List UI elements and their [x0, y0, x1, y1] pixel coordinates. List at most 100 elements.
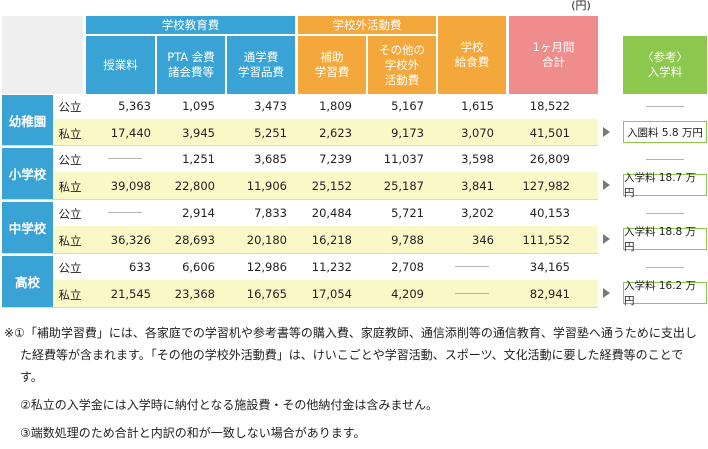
cell-lunch: 3,070	[461, 126, 494, 140]
cell-commute: 11,906	[246, 179, 287, 193]
row-separator	[2, 253, 598, 254]
cell-tuition: 39,098	[110, 179, 151, 193]
type-label: 私立	[58, 288, 82, 302]
row-band	[2, 172, 598, 199]
school-label-high-school: 高校	[2, 256, 53, 307]
cell-other-outside: 2,708	[391, 260, 424, 274]
type-label: 公立	[58, 261, 82, 275]
cell-pta: 2,914	[182, 206, 215, 220]
row-band	[2, 119, 598, 145]
type-label: 私立	[58, 180, 82, 194]
school-label-kindergarten: 幼稚園	[2, 95, 53, 145]
cell-commute: 16,765	[246, 287, 287, 301]
unit-label: (円)	[571, 0, 591, 12]
cell-supplementary: 25,152	[311, 179, 352, 193]
type-label: 私立	[58, 127, 82, 141]
arrow-right-icon	[603, 234, 610, 244]
cell-other-outside: 25,187	[383, 179, 424, 193]
cell-pta: 23,368	[174, 287, 215, 301]
cell-other-outside: 9,788	[391, 233, 424, 247]
school-label-junior-high: 中学校	[2, 202, 53, 253]
cell-supplementary: 16,218	[311, 233, 352, 247]
cell-tuition: 5,363	[118, 99, 151, 113]
footnote-1: ※①「補助学習費」には、各家庭での学習机や参考書等の購入費、家庭教師、通信添削等…	[4, 326, 697, 384]
cell-lunch: 346	[472, 233, 494, 247]
cell-supplementary: 20,484	[311, 206, 352, 220]
cell-commute: 3,685	[254, 152, 287, 166]
header-group-school-education: 学校教育費	[86, 16, 295, 34]
cell-monthly-total: 82,941	[529, 287, 570, 301]
cell-lunch: 3,841	[461, 179, 494, 193]
cell-lunch: 3,202	[461, 206, 494, 220]
cell-supplementary: 1,809	[319, 99, 352, 113]
cell-other-outside: 5,167	[391, 99, 424, 113]
cell-monthly-total: 127,982	[522, 179, 570, 193]
admission-empty-dash	[646, 267, 684, 268]
cell-tuition: 17,440	[110, 126, 151, 140]
row-band	[2, 280, 598, 307]
admission-value: 入園料 5.8 万円	[623, 121, 707, 143]
footnotes: ※①「補助学習費」には、各家庭での学習机や参考書等の購入費、家庭教師、通信添削等…	[2, 322, 706, 444]
cell-monthly-total: 26,809	[529, 152, 570, 166]
cell-tuition: 633	[129, 260, 151, 274]
header-group-outside-activities: 学校外活動費	[298, 16, 436, 34]
type-label: 公立	[58, 100, 82, 114]
row-separator	[2, 145, 598, 146]
header-other-outside-activities: その他の 学校外 活動費	[368, 36, 436, 94]
header-supplementary-learning: 補助 学習費	[298, 36, 366, 94]
row-separator	[2, 199, 598, 200]
cell-supplementary: 2,623	[319, 126, 352, 140]
cell-lunch: 1,615	[461, 99, 494, 113]
cell-lunch: 3,598	[461, 152, 494, 166]
header-tuition: 授業料	[86, 36, 155, 94]
header-admission-fee: 〈参考〉 入学料	[623, 36, 707, 94]
header-commute-supplies: 通学費 学習品費	[227, 36, 295, 94]
header-school-lunch: 学校 給食費	[438, 16, 506, 94]
row-band	[2, 226, 598, 253]
arrow-right-icon	[603, 180, 610, 190]
admission-value: 入学料 18.7 万円	[623, 172, 707, 199]
cell-monthly-total: 111,552	[522, 233, 570, 247]
cell-pta: 6,606	[182, 260, 215, 274]
cell-commute: 7,833	[254, 206, 287, 220]
cell-pta: 1,095	[182, 99, 215, 113]
header-pta-fees: PTA 会費 諸会費等	[157, 36, 225, 94]
arrow-right-icon	[603, 288, 610, 298]
cell-other-outside: 5,721	[391, 206, 424, 220]
cell-monthly-total: 40,153	[529, 206, 570, 220]
cell-monthly-total: 41,501	[529, 126, 570, 140]
empty-dash	[108, 158, 142, 159]
cell-pta: 22,800	[174, 179, 215, 193]
type-label: 公立	[58, 153, 82, 167]
cell-other-outside: 11,037	[383, 152, 424, 166]
row-separator	[2, 307, 598, 308]
header-monthly-total: 1ヶ月間 合計	[509, 16, 598, 94]
cell-commute: 20,180	[246, 233, 287, 247]
cell-supplementary: 17,054	[311, 287, 352, 301]
footnote-3: ③端数処理のため合計と内訳の和が一致しない場合があります。	[20, 426, 366, 440]
admission-value: 入学料 16.2 万円	[623, 280, 707, 307]
cell-commute: 3,473	[254, 99, 287, 113]
cell-supplementary: 7,239	[319, 152, 352, 166]
cell-commute: 5,251	[254, 126, 287, 140]
header-corner	[2, 16, 83, 94]
cell-pta: 28,693	[174, 233, 215, 247]
admission-empty-dash	[646, 213, 684, 214]
admission-empty-dash	[646, 159, 684, 160]
type-label: 公立	[58, 207, 82, 221]
empty-dash	[108, 212, 142, 213]
cell-commute: 12,986	[246, 260, 287, 274]
empty-dash	[455, 293, 489, 294]
admission-empty-dash	[646, 106, 684, 107]
cell-monthly-total: 18,522	[529, 99, 570, 113]
footnote-2: ②私立の入学金には入学時に納付となる施設費・その他納付金は含みません。	[20, 398, 439, 412]
type-label: 私立	[58, 234, 82, 248]
cell-tuition: 21,545	[110, 287, 151, 301]
cell-pta: 3,945	[182, 126, 215, 140]
school-label-elementary: 小学校	[2, 148, 53, 199]
arrow-right-icon	[603, 127, 610, 137]
cell-other-outside: 9,173	[391, 126, 424, 140]
empty-dash	[455, 266, 489, 267]
cell-pta: 1,251	[182, 152, 215, 166]
cell-tuition: 36,326	[110, 233, 151, 247]
